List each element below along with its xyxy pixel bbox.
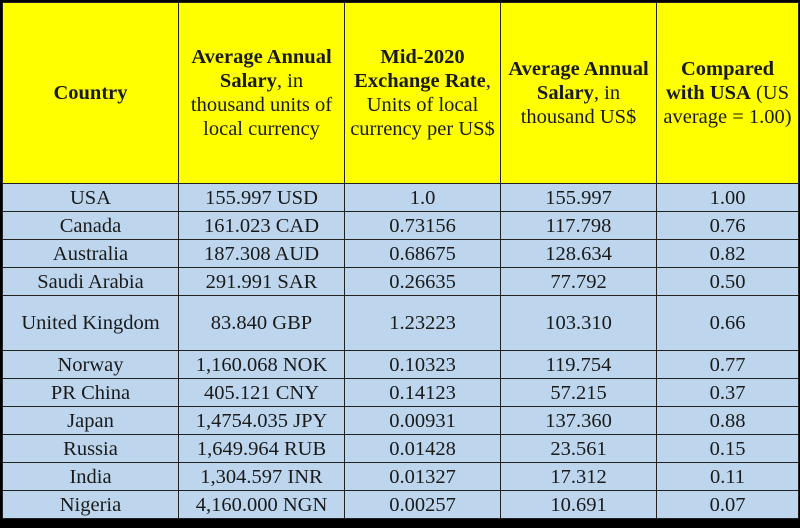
cell-usd: 119.754	[500, 350, 657, 379]
table-row: Norway 1,160.068 NOK 0.10323 119.754 0.77	[2, 350, 799, 379]
cell-salary: 1,304.597 INR	[178, 462, 345, 491]
table-row: PR China 405.121 CNY 0.14123 57.215 0.37	[2, 378, 799, 407]
cell-salary: 83.840 GBP	[178, 295, 345, 351]
cell-usd: 17.312	[500, 462, 657, 491]
table-row: Saudi Arabia 291.991 SAR 0.26635 77.792 0.50	[2, 267, 799, 296]
table-row: United Kingdom 83.840 GBP 1.23223 103.310 0.…	[2, 295, 799, 351]
cell-country: Russia	[2, 434, 179, 463]
cell-compare: 0.88	[656, 406, 799, 435]
cell-rate: 0.01327	[344, 462, 501, 491]
cell-compare: 0.11	[656, 462, 799, 491]
table-row: India 1,304.597 INR 0.01327 17.312 0.11	[2, 462, 799, 491]
cell-salary: 291.991 SAR	[178, 267, 345, 296]
header-compared-usa-rest: (US average = 1.00)	[663, 82, 792, 128]
table-row: USA 155.997 USD 1.0 155.997 1.00	[2, 183, 799, 212]
cell-compare: 0.07	[656, 490, 799, 519]
table-row: Nigeria 4,160.000 NGN 0.00257 10.691 0.07	[2, 490, 799, 519]
header-compared-usa-bold: Compared with USA	[665, 58, 774, 104]
cell-rate: 1.0	[344, 183, 501, 212]
table-row: Canada 161.023 CAD 0.73156 117.798 0.76	[2, 211, 799, 240]
header-country: Country	[2, 2, 179, 184]
cell-usd: 137.360	[500, 406, 657, 435]
cell-country: United Kingdom	[2, 295, 179, 351]
cell-salary: 405.121 CNY	[178, 378, 345, 407]
table-row: Australia 187.308 AUD 0.68675 128.634 0.82	[2, 239, 799, 268]
header-usd-salary-rest: , in thousand US$	[520, 82, 637, 128]
cell-rate: 0.00257	[344, 490, 501, 519]
cell-usd: 10.691	[500, 490, 657, 519]
cell-salary: 161.023 CAD	[178, 211, 345, 240]
cell-salary: 4,160.000 NGN	[178, 490, 345, 519]
cell-usd: 23.561	[500, 434, 657, 463]
cell-usd: 57.215	[500, 378, 657, 407]
cell-salary: 155.997 USD	[178, 183, 345, 212]
cell-compare: 0.66	[656, 295, 799, 351]
cell-compare: 0.76	[656, 211, 799, 240]
cell-salary: 1,160.068 NOK	[178, 350, 345, 379]
cell-rate: 0.01428	[344, 434, 501, 463]
cell-salary: 1,4754.035 JPY	[178, 406, 345, 435]
header-usd-salary-bold: Average Annual Salary	[508, 58, 649, 104]
table-body: USA 155.997 USD 1.0 155.997 1.00 Canada 161.02…	[2, 183, 799, 519]
header-row: Country Average Annual Salary, in thousa…	[2, 2, 799, 184]
header-compared-usa: Compared with USA (US average = 1.00)	[656, 2, 799, 184]
header-local-salary: Average Annual Salary, in thousand units…	[178, 2, 345, 184]
cell-usd: 103.310	[500, 295, 657, 351]
cell-country: Saudi Arabia	[2, 267, 179, 296]
cell-country: India	[2, 462, 179, 491]
cell-rate: 0.00931	[344, 406, 501, 435]
cell-country: USA	[2, 183, 179, 212]
cell-country: Nigeria	[2, 490, 179, 519]
cell-compare: 0.82	[656, 239, 799, 268]
header-exchange-rate-rest: , Units of local currency per US$	[350, 70, 495, 140]
header-exchange-rate: Mid-2020 Exchange Rate, Units of local c…	[344, 2, 501, 184]
cell-compare: 0.77	[656, 350, 799, 379]
cell-usd: 117.798	[500, 211, 657, 240]
table-row: Russia 1,649.964 RUB 0.01428 23.561 0.15	[2, 434, 799, 463]
cell-salary: 1,649.964 RUB	[178, 434, 345, 463]
header-country-label: Country	[53, 82, 128, 104]
cell-country: PR China	[2, 378, 179, 407]
cell-country: Japan	[2, 406, 179, 435]
cell-compare: 0.15	[656, 434, 799, 463]
header-local-salary-rest: , in thousand units of local currency	[190, 70, 333, 140]
cell-compare: 0.37	[656, 378, 799, 407]
cell-usd: 128.634	[500, 239, 657, 268]
cell-compare: 1.00	[656, 183, 799, 212]
header-exchange-rate-bold: Mid-2020 Exchange Rate	[354, 46, 486, 92]
cell-usd: 155.997	[500, 183, 657, 212]
cell-rate: 1.23223	[344, 295, 501, 351]
cell-country: Australia	[2, 239, 179, 268]
cell-rate: 0.68675	[344, 239, 501, 268]
table-header: Country Average Annual Salary, in thousa…	[2, 2, 799, 184]
salary-comparison-table: Country Average Annual Salary, in thousa…	[2, 2, 799, 519]
cell-country: Norway	[2, 350, 179, 379]
cell-compare: 0.50	[656, 267, 799, 296]
table-row: Japan 1,4754.035 JPY 0.00931 137.360 0.88	[2, 406, 799, 435]
cell-rate: 0.26635	[344, 267, 501, 296]
cell-usd: 77.792	[500, 267, 657, 296]
cell-salary: 187.308 AUD	[178, 239, 345, 268]
header-local-salary-bold: Average Annual Salary	[191, 46, 332, 92]
cell-rate: 0.73156	[344, 211, 501, 240]
cell-rate: 0.14123	[344, 378, 501, 407]
header-usd-salary: Average Annual Salary, in thousand US$	[500, 2, 657, 184]
cell-rate: 0.10323	[344, 350, 501, 379]
cell-country: Canada	[2, 211, 179, 240]
